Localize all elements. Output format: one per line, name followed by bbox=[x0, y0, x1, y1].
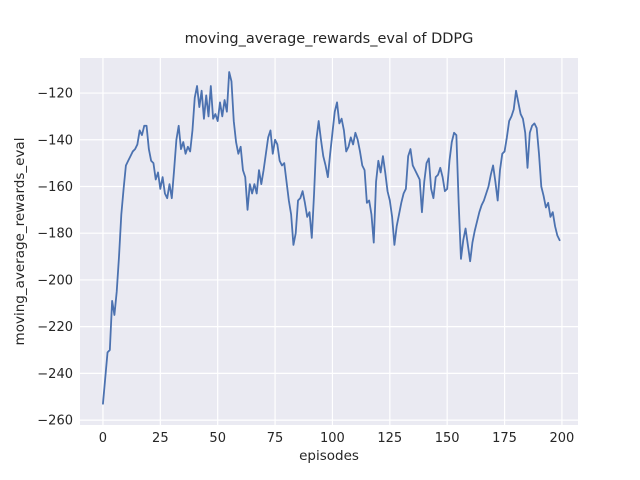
chart-title: moving_average_rewards_eval of DDPG bbox=[185, 31, 474, 47]
y-tick-label: −140 bbox=[37, 133, 73, 148]
x-tick-label: 125 bbox=[377, 431, 402, 446]
x-tick-label: 175 bbox=[492, 431, 517, 446]
y-tick-label: −180 bbox=[37, 227, 73, 242]
x-tick-labels: 0 25 50 75 100 125 150 175 200 bbox=[99, 431, 575, 446]
y-tick-label: −240 bbox=[37, 367, 73, 382]
x-axis-label: episodes bbox=[299, 448, 359, 464]
y-tick-label: −220 bbox=[37, 320, 73, 335]
x-tick-label: 100 bbox=[320, 431, 345, 446]
y-tick-label: −200 bbox=[37, 273, 73, 288]
x-tick-label: 50 bbox=[209, 431, 226, 446]
series-line bbox=[102, 71, 561, 405]
y-tick-labels: −120 −140 −160 −180 −200 −220 −240 −260 bbox=[37, 87, 73, 429]
grid-lines bbox=[80, 58, 578, 425]
y-axis-label: moving_average_rewards_eval bbox=[12, 138, 28, 346]
x-tick-label: 25 bbox=[152, 431, 169, 446]
y-tick-label: −120 bbox=[37, 87, 73, 102]
plot-area bbox=[80, 58, 578, 425]
x-tick-label: 0 bbox=[99, 431, 107, 446]
x-tick-label: 75 bbox=[267, 431, 284, 446]
x-tick-label: 200 bbox=[550, 431, 575, 446]
y-tick-label: −160 bbox=[37, 180, 73, 195]
y-tick-label: −260 bbox=[37, 414, 73, 429]
x-tick-label: 150 bbox=[435, 431, 460, 446]
